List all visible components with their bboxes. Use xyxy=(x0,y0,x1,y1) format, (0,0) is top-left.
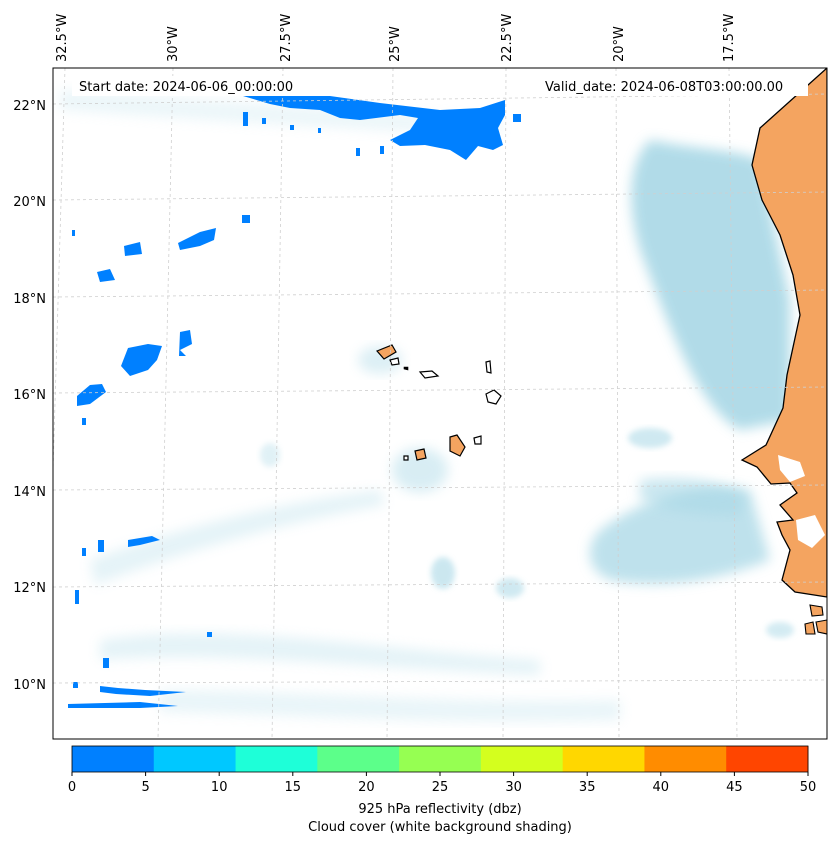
colorbar-tick-label: 50 xyxy=(800,780,817,795)
lon-label: 30°W xyxy=(166,26,181,62)
lat-label: 10°N xyxy=(13,678,46,693)
colorbar-tick-label: 10 xyxy=(211,780,228,795)
lon-label: 32.5°W xyxy=(55,14,70,62)
colorbar-label: 925 hPa reflectivity (dbz) xyxy=(358,802,521,817)
valid-date-box: Valid_date: 2024-06-08T03:00:00.00 xyxy=(538,76,808,96)
reflectivity-echoes xyxy=(68,96,521,708)
colorbar-tick-label: 0 xyxy=(68,780,76,795)
map-content xyxy=(53,68,827,739)
colorbar-tick-label: 15 xyxy=(285,780,302,795)
lat-label: 22°N xyxy=(13,99,46,114)
island-santiago xyxy=(449,434,466,457)
colorbar-segment xyxy=(153,746,237,772)
cloud-cover-shading xyxy=(60,90,794,722)
lon-label: 22.5°W xyxy=(500,14,515,62)
island-fogo xyxy=(414,448,427,461)
island-maio xyxy=(473,435,482,445)
colorbar-segment xyxy=(317,746,400,772)
colorbar-segment xyxy=(726,746,809,772)
colorbar-tick-label: 30 xyxy=(505,780,522,795)
lon-label: 25°W xyxy=(388,26,403,62)
start-date-text: Start date: 2024-06-06_00:00:00 xyxy=(79,80,293,95)
colorbar-segment xyxy=(399,746,482,772)
longitude-labels: 32.5°W 30°W 27.5°W 25°W 22.5°W 20°W 17.5… xyxy=(55,14,737,62)
colorbar-tick-label: 45 xyxy=(726,780,743,795)
island-santa-luzia xyxy=(403,366,409,371)
colorbar-segment xyxy=(235,746,318,772)
land-africa xyxy=(740,68,827,635)
colorbar-tick-label: 25 xyxy=(432,780,449,795)
start-date-box: Start date: 2024-06-06_00:00:00 xyxy=(72,76,312,96)
colorbar-segment xyxy=(72,746,155,772)
lat-label: 20°N xyxy=(13,195,46,210)
map-frame xyxy=(52,67,828,740)
lat-label: 12°N xyxy=(13,581,46,596)
lat-label: 14°N xyxy=(13,485,46,500)
valid-date-text: Valid_date: 2024-06-08T03:00:00.00 xyxy=(545,80,783,95)
colorbar-tick-label: 40 xyxy=(653,780,670,795)
colorbar-sublabel: Cloud cover (white background shading) xyxy=(308,820,572,835)
lon-label: 20°W xyxy=(612,26,627,62)
island-sao-nicolau xyxy=(418,370,440,379)
colorbar-tick-label: 35 xyxy=(579,780,596,795)
latitude-labels: 22°N 20°N 18°N 16°N 14°N 12°N 10°N xyxy=(13,99,46,693)
lat-label: 18°N xyxy=(13,292,46,307)
colorbar: 0 5 10 15 20 25 30 35 40 45 50 xyxy=(68,745,817,795)
colorbar-segment xyxy=(644,746,727,772)
lat-label: 16°N xyxy=(13,388,46,403)
colorbar-segment xyxy=(562,746,645,772)
lon-label: 17.5°W xyxy=(722,14,737,62)
island-boa-vista xyxy=(485,389,502,405)
island-sal xyxy=(485,360,492,374)
island-santo-antao xyxy=(375,344,397,360)
graticule xyxy=(53,68,827,739)
cape-verde-islands xyxy=(375,344,502,461)
colorbar-segment xyxy=(480,746,564,772)
colorbar-tick-label: 20 xyxy=(358,780,375,795)
colorbar-tick-label: 5 xyxy=(141,780,149,795)
island-sao-vicente xyxy=(389,357,400,366)
lon-label: 27.5°W xyxy=(279,14,294,62)
island-brava xyxy=(403,455,409,461)
